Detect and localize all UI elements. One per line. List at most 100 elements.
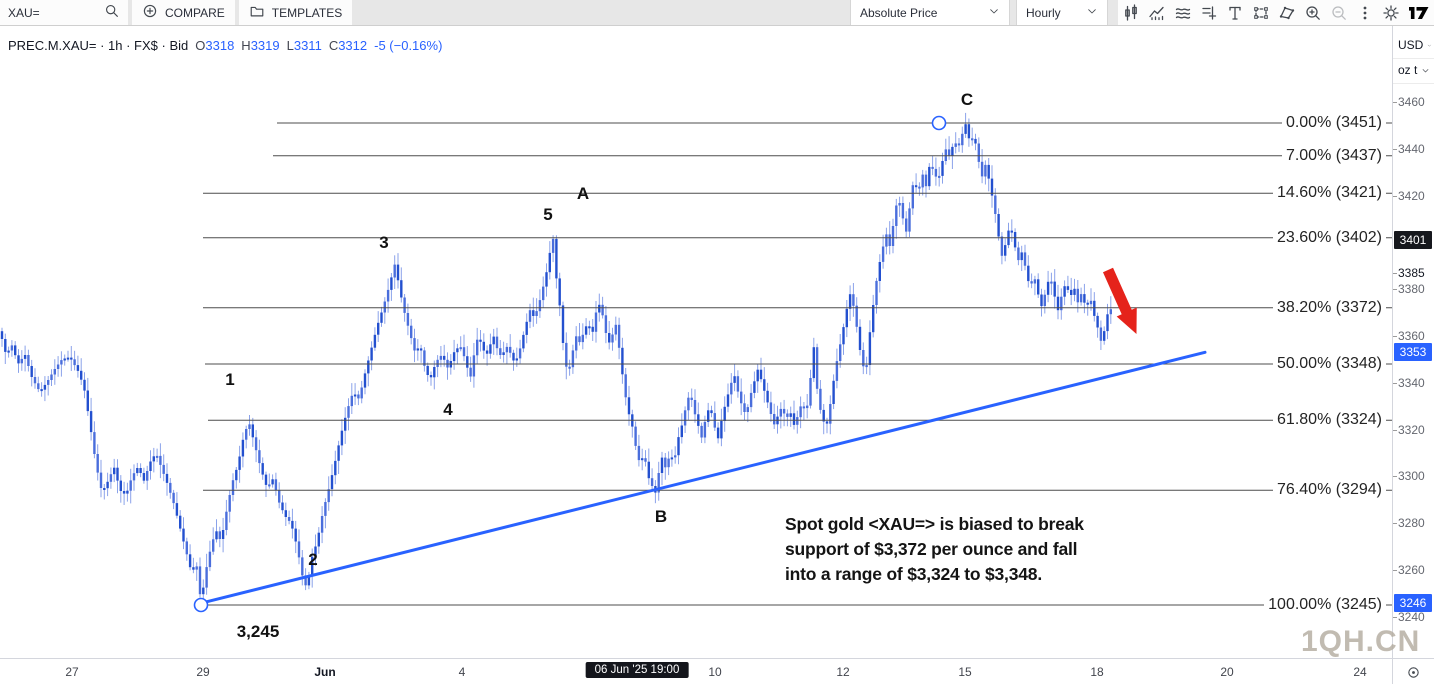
chevron-down-icon: [1086, 5, 1098, 20]
chevron-down-icon: [1428, 44, 1432, 46]
symbol-search-input[interactable]: XAU=: [0, 0, 128, 25]
fib-level-label[interactable]: 50.00% (3348): [1273, 354, 1386, 374]
price-axis-tick: [1393, 149, 1397, 150]
time-axis-label: 18: [1090, 665, 1104, 679]
indicators-icon[interactable]: [1144, 0, 1170, 25]
time-axis-label: 27: [65, 665, 79, 679]
price-axis-tick: [1393, 102, 1397, 103]
price-axis-tick: [1393, 273, 1397, 274]
compare-button[interactable]: COMPARE: [132, 0, 235, 25]
chart-legend: PREC.M.XAU= · 1h · FX$ · Bid O3318 H3319…: [8, 38, 443, 53]
price-axis-tick: [1393, 383, 1397, 384]
time-axis-label: 12: [836, 665, 850, 679]
fib-level-label[interactable]: 100.00% (3245): [1264, 595, 1386, 615]
price-axis-label: 3300: [1398, 469, 1425, 483]
toolbar-left-group: XAU= COMPARE TEMPLATES: [0, 0, 353, 25]
zoom-in-icon[interactable]: [1300, 0, 1326, 25]
top-toolbar: XAU= COMPARE TEMPLATES Absolute Pric: [0, 0, 1434, 26]
wave-label-3,245[interactable]: 3,245: [236, 622, 280, 641]
price-axis-tick: [1393, 196, 1397, 197]
watermark: 1QH.CN: [1301, 625, 1421, 658]
axis-settings-button[interactable]: [1392, 659, 1434, 684]
templates-folder-icon: [249, 3, 265, 22]
fib-level-label[interactable]: 61.80% (3324): [1273, 410, 1386, 431]
wave-label-C[interactable]: C: [960, 90, 974, 109]
symbol-value: XAU=: [8, 5, 40, 20]
time-axis[interactable]: 27 29 Jun 4 10 12 15 18 20 24 06 Jun '25 19:00: [0, 658, 1434, 684]
candlestick-style-icon[interactable]: [1118, 0, 1144, 25]
time-axis-label: 4: [458, 665, 466, 679]
price-axis-tick: [1393, 523, 1397, 524]
price-axis-label: 3260: [1398, 563, 1425, 577]
price-axis-tick: [1393, 476, 1397, 477]
axis-settings-icon: [1408, 666, 1419, 678]
price-badge: 3246: [1394, 594, 1432, 612]
price-axis-tick: [1393, 336, 1397, 337]
price-axis-tick: [1393, 617, 1397, 618]
templates-button[interactable]: TEMPLATES: [238, 0, 353, 25]
fib-level-label[interactable]: 0.00% (3451): [1281, 113, 1386, 133]
price-axis[interactable]: USD oz t 3460 3440 3420 3385 3380 3360 3340 332…: [1392, 25, 1434, 658]
price-badge: 3353: [1394, 343, 1432, 361]
rectangle-tool-icon[interactable]: [1248, 0, 1274, 25]
legend-change: -5 (−0.16%): [374, 38, 443, 53]
time-axis-label: 10: [708, 665, 722, 679]
wave-label-B[interactable]: B: [654, 507, 668, 526]
currency-dropdown[interactable]: USD: [1398, 38, 1432, 52]
chart-pane[interactable]: PREC.M.XAU= · 1h · FX$ · Bid O3318 H3319…: [0, 25, 1392, 658]
settings-gear-icon[interactable]: [1378, 0, 1404, 25]
price-axis-label: 3420: [1398, 189, 1425, 203]
compare-label: COMPARE: [165, 5, 225, 20]
price-axis-label: 3360: [1398, 329, 1425, 343]
wave-label-4[interactable]: 4: [443, 400, 453, 419]
wave-label-A[interactable]: A: [576, 184, 590, 203]
price-axis-label: 3320: [1398, 423, 1425, 437]
price-axis-label: 3340: [1398, 376, 1425, 390]
legend-series-title: PREC.M.XAU= · 1h · FX$ · Bid: [8, 38, 189, 53]
price-mode-dropdown[interactable]: Absolute Price: [850, 0, 1010, 25]
time-axis-label: 29: [196, 665, 210, 679]
unit-dropdown[interactable]: oz t: [1398, 63, 1432, 77]
price-axis-label: 3460: [1398, 95, 1425, 109]
polygon-tool-icon[interactable]: [1274, 0, 1300, 25]
time-axis-label: 24: [1353, 665, 1367, 679]
chevron-down-icon: [988, 5, 1000, 20]
tradingview-logo[interactable]: [1404, 0, 1434, 25]
horizontal-levels-icon[interactable]: [1196, 0, 1222, 25]
wave-label-1[interactable]: 1: [225, 370, 235, 389]
price-axis-tick: [1393, 289, 1397, 290]
crosshair-time-badge: 06 Jun '25 19:00: [585, 662, 689, 678]
interval-dropdown[interactable]: Hourly: [1016, 0, 1108, 25]
wave-label-2[interactable]: 2: [308, 550, 318, 569]
price-axis-label: 3385: [1398, 266, 1425, 280]
fib-level-label[interactable]: 38.20% (3372): [1273, 297, 1386, 318]
interval-value: Hourly: [1026, 5, 1061, 20]
templates-label: TEMPLATES: [271, 5, 343, 20]
wave-label-5[interactable]: 5: [543, 205, 553, 224]
price-axis-tick: [1393, 570, 1397, 571]
price-axis-tick: [1393, 430, 1397, 431]
time-axis-label: Jun: [314, 665, 336, 679]
price-axis-label: 3440: [1398, 142, 1425, 156]
fib-level-label[interactable]: 23.60% (3402): [1273, 227, 1386, 248]
search-icon: [104, 3, 120, 22]
price-axis-label: 3240: [1398, 610, 1425, 624]
text-tool-icon[interactable]: [1222, 0, 1248, 25]
time-axis-label: 15: [958, 665, 972, 679]
wave-label-3[interactable]: 3: [379, 233, 389, 252]
chart-canvas[interactable]: [0, 25, 1392, 658]
compare-plus-icon: [142, 3, 158, 22]
fib-level-label[interactable]: 76.40% (3294): [1273, 480, 1386, 501]
toolbar-right-group: Absolute Price Hourly: [850, 0, 1434, 25]
chevron-down-icon: [1423, 68, 1429, 72]
fib-level-label[interactable]: 7.00% (3437): [1281, 145, 1386, 166]
analysis-annotation[interactable]: Spot gold <XAU=> is biased to break supp…: [785, 514, 1084, 584]
wave-overlay-icon[interactable]: [1170, 0, 1196, 25]
price-mode-value: Absolute Price: [860, 5, 938, 20]
zoom-out-icon[interactable]: [1326, 0, 1352, 25]
fib-level-label[interactable]: 14.60% (3421): [1273, 183, 1386, 204]
more-options-icon[interactable]: [1352, 0, 1378, 25]
price-badge: 3401: [1394, 231, 1432, 249]
price-axis-label: 3380: [1398, 282, 1425, 296]
